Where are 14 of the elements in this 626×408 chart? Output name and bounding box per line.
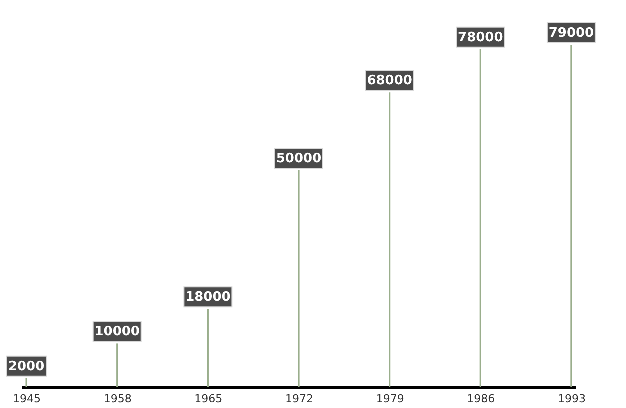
data-label: 68000 xyxy=(367,74,412,89)
data-label: 2000 xyxy=(8,359,45,374)
x-tick-label: 1958 xyxy=(104,392,132,406)
x-tick-label: 1979 xyxy=(376,392,404,406)
data-label: 50000 xyxy=(276,152,322,167)
data-label: 79000 xyxy=(548,26,594,41)
data-label: 78000 xyxy=(458,30,504,46)
x-tick-label: 1993 xyxy=(558,392,586,406)
data-label: 18000 xyxy=(186,290,231,306)
x-tick-label: 1972 xyxy=(286,392,314,406)
x-tick-label: 1945 xyxy=(13,392,42,406)
data-label: 10000 xyxy=(94,324,140,340)
x-tick-label: 1965 xyxy=(194,392,223,406)
x-tick-label: 1986 xyxy=(467,392,496,406)
